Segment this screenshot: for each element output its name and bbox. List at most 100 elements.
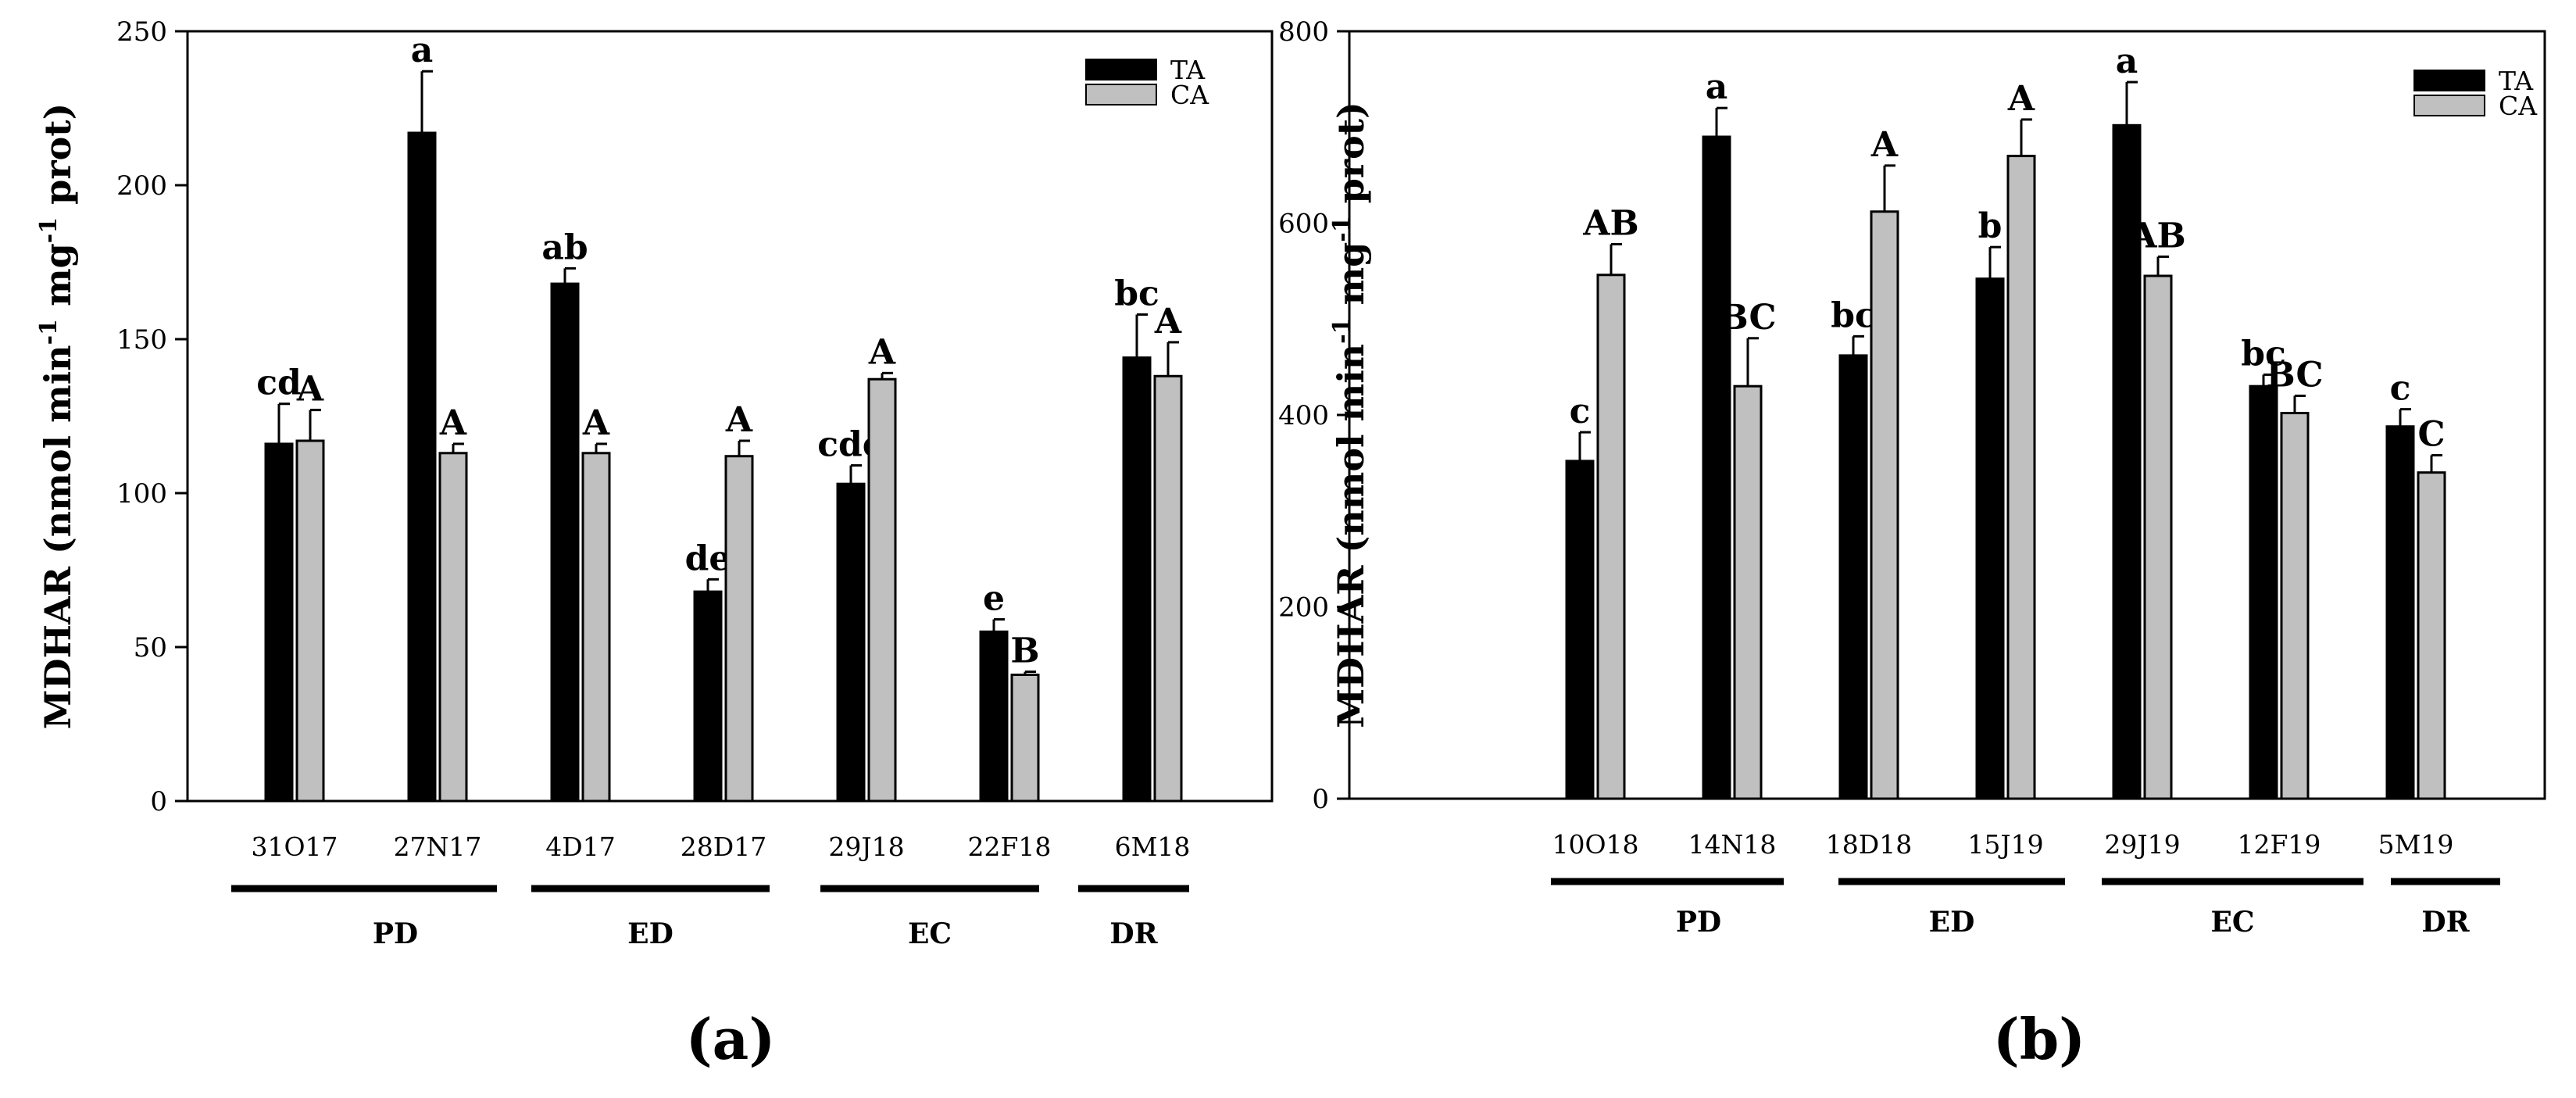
y-tick-label: 0 [1312, 784, 1329, 815]
significance-letter: a [2116, 41, 2138, 81]
significance-letter: bc [2241, 334, 2286, 374]
x-category-label: 22F18 [968, 832, 1052, 862]
bar-ca [438, 452, 468, 803]
y-tick-label: 50 [134, 632, 167, 663]
y-axis-title-part: mg [1330, 242, 1372, 318]
significance-letter: B [1010, 631, 1039, 671]
bar-ta [2385, 425, 2415, 800]
group-label: PD [373, 917, 418, 950]
bar-ta [693, 590, 723, 803]
significance-letter: C [2417, 415, 2445, 455]
group-label: ED [1929, 906, 1975, 939]
x-category-label: 6M18 [1115, 832, 1191, 862]
bar-ta [836, 482, 866, 803]
bar-ca [1733, 384, 1763, 800]
bar-ta [979, 630, 1009, 803]
x-category-label: 15J19 [1967, 829, 2043, 860]
significance-letter: A [1870, 125, 1899, 165]
bar-ca [581, 452, 611, 803]
significance-letter: b [1978, 206, 2003, 246]
y-axis-title-part: MDHAR (nmol min [1330, 344, 1372, 728]
bar-ca [1153, 374, 1183, 803]
significance-letter: A [725, 400, 753, 440]
group-label: ED [627, 917, 673, 950]
significance-letter: A [296, 370, 324, 410]
bar-ta [1838, 354, 1868, 800]
significance-letter: A [1154, 302, 1182, 342]
y-tick-label: 250 [116, 16, 167, 48]
x-category-label: 12F19 [2238, 829, 2321, 860]
bar-ca [1870, 210, 1899, 800]
y-tick-label: 200 [116, 170, 167, 202]
group-label: PD [1676, 906, 1721, 939]
x-category-label: 31O17 [251, 832, 338, 862]
bar-ta [1975, 277, 2005, 800]
legend-swatch-ca [2413, 95, 2485, 116]
legend-swatch-ta [1085, 59, 1157, 80]
x-category-label: 29J18 [828, 832, 904, 862]
significance-letter: ab [541, 227, 588, 267]
y-axis-title-part: mg [37, 243, 79, 319]
y-tick-label: 0 [150, 786, 167, 817]
x-category-label: 27N17 [394, 832, 482, 862]
group-label: DR [2421, 906, 2470, 939]
y-axis-title-superscript: -1 [35, 217, 63, 243]
significance-letter: e [983, 579, 1005, 619]
group-label: EC [908, 917, 952, 950]
y-tick-label: 800 [1278, 16, 1329, 48]
x-category-label: 5M19 [2378, 829, 2454, 860]
bar-ta [1122, 356, 1152, 803]
significance-letter: BC [2266, 355, 2323, 395]
y-axis-title-part: prot) [37, 103, 79, 217]
bar-ca [2006, 155, 2036, 800]
significance-letter: AB [2129, 216, 2185, 256]
bar-ca [2417, 471, 2446, 800]
panel-label: (b) [1993, 1006, 2085, 1072]
significance-letter: BC [1719, 298, 1776, 338]
bar-ca [2143, 274, 2173, 800]
panel-label: (a) [686, 1006, 776, 1072]
bar-ta [1565, 460, 1595, 800]
bar-ca [2280, 412, 2310, 800]
y-axis-title-superscript: -1 [1328, 216, 1356, 241]
significance-letter: c [2390, 369, 2411, 409]
y-tick-label: 400 [1278, 400, 1329, 431]
x-category-label: 4D17 [545, 832, 615, 862]
significance-letter: bc [1831, 295, 1876, 335]
plot-frame [1348, 30, 2546, 800]
x-category-label: 14N18 [1688, 829, 1777, 860]
significance-letter: a [1706, 67, 1728, 107]
y-axis-title-superscript: -1 [35, 319, 63, 345]
legend-swatch-ca [1085, 84, 1157, 106]
y-axis-title-part: prot) [1330, 102, 1372, 216]
y-tick-label: 600 [1278, 209, 1329, 240]
legend-label: TA [1170, 55, 1206, 85]
significance-letter: c [1570, 392, 1591, 431]
significance-letter: AB [1582, 204, 1638, 244]
significance-letter: A [582, 403, 610, 443]
significance-letter: A [868, 332, 896, 372]
group-label: EC [2210, 906, 2254, 939]
group-label: DR [1109, 917, 1158, 950]
y-axis-title: MDHAR (nmol min-1 mg-1 prot) [35, 103, 79, 729]
significance-letter: a [411, 30, 434, 70]
significance-letter: de [685, 538, 731, 578]
x-category-label: 10O18 [1552, 829, 1638, 860]
bar-ta [407, 131, 437, 803]
significance-letter: bc [1114, 274, 1159, 313]
bar-ta [2249, 384, 2278, 800]
legend-label: CA [1170, 80, 1209, 110]
bar-ta [264, 442, 294, 803]
y-axis-title: MDHAR (nmol min-1 mg-1 prot) [1328, 102, 1372, 728]
bar-ta [550, 282, 580, 803]
y-tick-label: 150 [116, 324, 167, 356]
legend-swatch-ta [2413, 70, 2485, 91]
bar-ca [1596, 274, 1626, 800]
bar-ca [867, 377, 897, 803]
y-axis-title-part: MDHAR (nmol min [37, 345, 79, 729]
significance-letter: A [439, 403, 467, 443]
significance-letter: A [2007, 79, 2035, 119]
